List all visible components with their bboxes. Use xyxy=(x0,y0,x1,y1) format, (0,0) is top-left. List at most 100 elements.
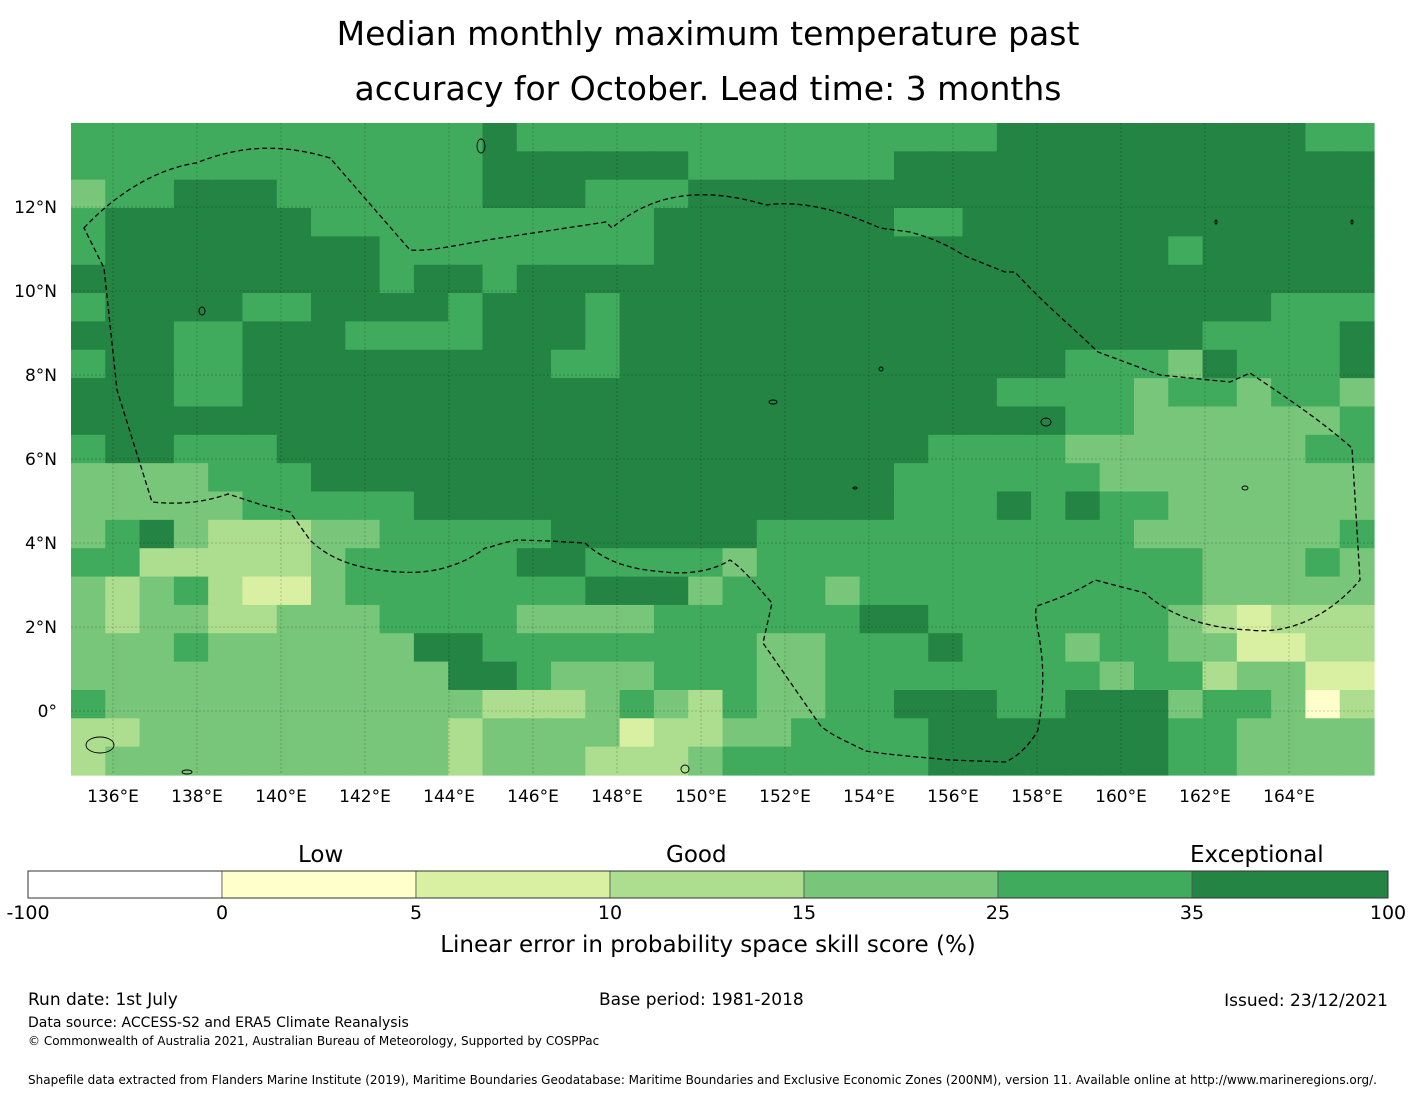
grid-cell xyxy=(1133,264,1169,294)
grid-cell xyxy=(619,406,655,436)
grid-cell xyxy=(688,406,724,436)
island-outline xyxy=(768,399,778,405)
grid-cell xyxy=(105,349,141,379)
grid-cell xyxy=(756,491,792,521)
grid-cell xyxy=(619,321,655,351)
grid-cell xyxy=(448,718,484,748)
grid-cell xyxy=(962,264,998,294)
colorbar-segment xyxy=(609,870,805,899)
grid-cell xyxy=(893,321,929,351)
grid-cell xyxy=(242,661,278,691)
grid-cell xyxy=(653,633,689,663)
grid-cell xyxy=(756,604,792,634)
grid-cell xyxy=(756,548,792,578)
grid-cell xyxy=(585,463,621,493)
grid-cell xyxy=(1031,406,1066,436)
grid-cell xyxy=(516,208,552,237)
grid-cell xyxy=(448,208,484,237)
grid-cell xyxy=(859,208,895,237)
cb-tick: -100 xyxy=(6,902,50,924)
grid-cell xyxy=(139,321,175,351)
grid-cell xyxy=(1339,576,1375,606)
grid-cell xyxy=(482,264,518,294)
grid-cell xyxy=(71,718,106,748)
grid-cell xyxy=(345,264,381,294)
grid-cell xyxy=(688,349,724,379)
grid-cell xyxy=(311,746,346,776)
grid-cell xyxy=(551,349,586,379)
grid-cell xyxy=(276,378,312,408)
grid-cell xyxy=(276,236,312,266)
grid-cell xyxy=(173,236,209,266)
grid-cell xyxy=(482,633,518,663)
grid-cell xyxy=(379,321,415,351)
grid-cell xyxy=(1168,378,1204,408)
grid-cell xyxy=(653,576,689,606)
grid-cell xyxy=(1065,406,1101,436)
grid-cell xyxy=(859,519,895,549)
grid-cell xyxy=(1202,548,1238,578)
grid-cell xyxy=(71,519,106,549)
grid-cell xyxy=(722,633,758,663)
grid-cell xyxy=(653,236,689,266)
grid-cell xyxy=(791,123,826,152)
grid-cell xyxy=(859,548,895,578)
grid-cell xyxy=(311,548,346,578)
grid-cell xyxy=(1271,293,1307,323)
grid-cell xyxy=(105,151,141,181)
grid-cell xyxy=(1133,293,1169,323)
grid-cell xyxy=(551,491,586,521)
grid-cell xyxy=(1133,236,1169,266)
lon-tick-label: 136°E xyxy=(87,787,139,807)
grid-cell xyxy=(1099,689,1135,719)
grid-cell xyxy=(71,746,106,776)
grid-cell xyxy=(345,151,381,181)
grid-cell xyxy=(1271,349,1307,379)
grid-cell xyxy=(722,151,758,181)
grid-cell xyxy=(893,576,929,606)
grid-cell xyxy=(996,236,1032,266)
island-outline xyxy=(85,736,115,754)
grid-cell xyxy=(208,604,244,634)
cb-label-exceptional: Exceptional xyxy=(1190,842,1324,868)
grid-cell xyxy=(276,718,312,748)
grid-cell xyxy=(551,661,586,691)
grid-cell xyxy=(722,661,758,691)
grid-cell xyxy=(688,321,724,351)
grid-cell xyxy=(448,264,484,294)
grid-cell xyxy=(1236,293,1272,323)
grid-cell xyxy=(1305,548,1341,578)
grid-cell xyxy=(345,123,381,152)
grid-cell xyxy=(276,661,312,691)
grid-cell xyxy=(1099,236,1135,266)
grid-cell xyxy=(1133,746,1169,776)
grid-cell xyxy=(1133,208,1169,237)
island-outline xyxy=(878,366,884,372)
grid-cell xyxy=(208,633,244,663)
grid-cell xyxy=(276,349,312,379)
grid-cells xyxy=(71,123,1375,776)
grid-cell xyxy=(482,604,518,634)
grid-cell xyxy=(379,463,415,493)
grid-cell xyxy=(311,378,346,408)
grid-cell xyxy=(893,434,929,464)
grid-cell xyxy=(653,293,689,323)
grid-cell xyxy=(893,491,929,521)
grid-cell xyxy=(1236,576,1272,606)
grid-cell xyxy=(379,208,415,237)
grid-cell xyxy=(1099,463,1135,493)
colorbar-segment xyxy=(1191,870,1389,899)
grid-cell xyxy=(482,718,518,748)
grid-cell xyxy=(962,236,998,266)
grid-cell xyxy=(242,463,278,493)
grid-cell xyxy=(242,519,278,549)
grid-cell xyxy=(551,604,586,634)
grid-cell xyxy=(311,264,346,294)
grid-cell xyxy=(208,519,244,549)
grid-cell xyxy=(1202,236,1238,266)
grid-cell xyxy=(1202,378,1238,408)
grid-cell xyxy=(619,718,655,748)
grid-cell xyxy=(1099,321,1135,351)
grid-cell xyxy=(1236,604,1272,634)
issued-date: Issued: 23/12/2021 xyxy=(1224,991,1388,1011)
